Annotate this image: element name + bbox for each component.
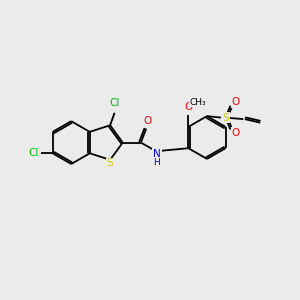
Text: O: O (144, 116, 152, 126)
Text: S: S (107, 158, 113, 168)
Text: O: O (232, 97, 240, 107)
Text: S: S (222, 112, 229, 123)
Text: CH₃: CH₃ (190, 98, 206, 106)
Text: O: O (232, 128, 240, 138)
Text: Cl: Cl (28, 148, 39, 158)
Text: N: N (153, 149, 161, 159)
Text: H: H (154, 158, 160, 167)
Text: O: O (184, 103, 193, 112)
Text: Cl: Cl (110, 98, 120, 108)
